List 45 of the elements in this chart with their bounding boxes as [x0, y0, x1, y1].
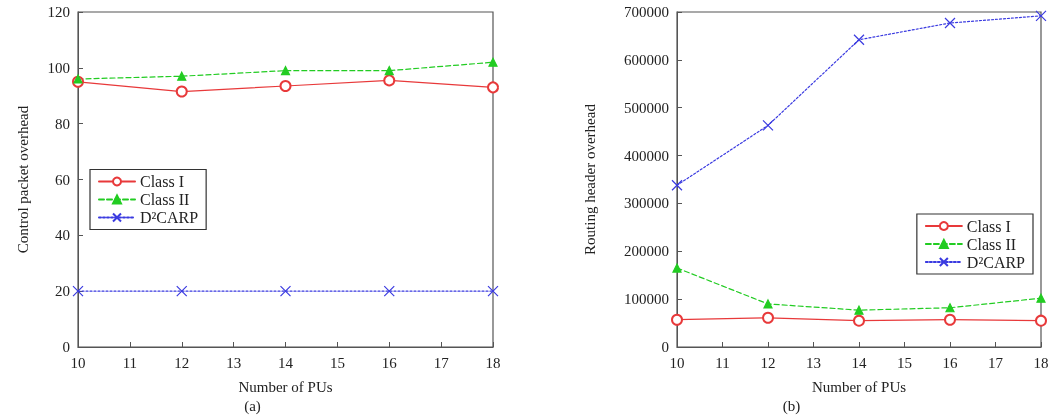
x-tick-label: 12	[174, 354, 190, 371]
y-axis-title: Control packet overhead	[14, 105, 31, 254]
x-tick-label: 11	[122, 354, 138, 371]
y-tick-label: 200000	[624, 243, 669, 260]
y-tick-label: 40	[55, 227, 70, 244]
x-tick-label: 10	[669, 354, 685, 371]
y-tick-label: 20	[55, 283, 70, 300]
legend-label: Class I	[966, 217, 1011, 235]
y-tick-label: 100000	[624, 291, 669, 308]
text: (b)	[781, 398, 802, 415]
x-tick-label: 16	[942, 354, 958, 371]
y-tick-label: 80	[55, 115, 70, 132]
x-tick-label: 17	[433, 354, 450, 371]
y-tick-label: 300000	[624, 195, 669, 212]
legend-label: Class II	[140, 191, 190, 208]
y-tick-label: 100	[47, 59, 70, 76]
x-tick-label: 18	[485, 354, 501, 371]
x-tick-label: 17	[988, 354, 1004, 371]
x-tick-label: 14	[851, 354, 867, 371]
x-axis-title: Number of PUs	[238, 378, 333, 395]
y-tick-label: 700000	[624, 4, 669, 20]
x-tick-label: 10	[70, 354, 86, 371]
x-tick-label: 12	[760, 354, 776, 371]
x-tick-label: 15	[897, 354, 912, 371]
legend-label: Class II	[966, 235, 1017, 253]
text: (a)	[243, 398, 262, 415]
x-axis-title: Number of PUs	[811, 378, 907, 395]
y-tick-label: 60	[55, 171, 70, 188]
y-tick-label: 500000	[624, 99, 669, 116]
x-tick-label: 14	[278, 354, 294, 371]
y-axis-title: Routing header overhead	[581, 103, 598, 255]
y-tick-label: 400000	[624, 147, 669, 164]
x-tick-label: 16	[381, 354, 398, 371]
legend-label: Class I	[140, 173, 184, 190]
x-tick-label: 15	[329, 354, 345, 371]
x-tick-label: 18	[1033, 354, 1049, 371]
x-tick-label: 13	[806, 354, 821, 371]
legend-label: D²CARP	[140, 209, 199, 226]
x-tick-label: 11	[715, 354, 730, 371]
y-tick-label: 600000	[624, 51, 669, 68]
y-tick-label: 0	[661, 339, 669, 355]
y-tick-label: 120	[47, 4, 70, 20]
legend-label: D²CARP	[966, 253, 1026, 271]
y-tick-label: 0	[62, 339, 70, 355]
x-tick-label: 13	[226, 354, 242, 371]
